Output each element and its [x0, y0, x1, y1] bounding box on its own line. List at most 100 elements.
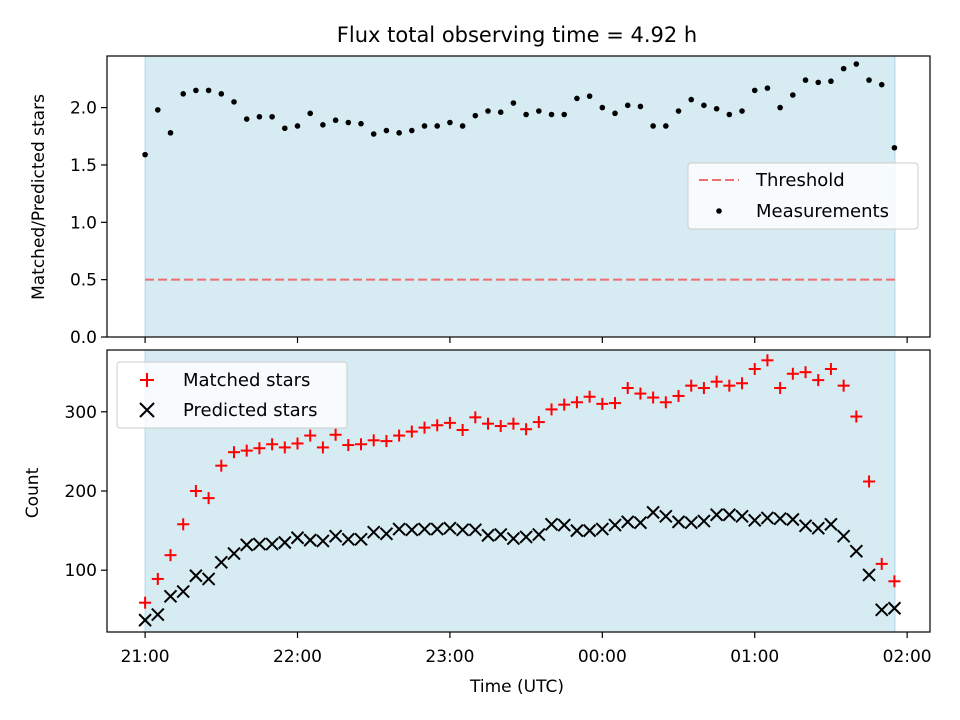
matched-star-point — [570, 396, 583, 409]
matched-star-point — [647, 391, 660, 404]
matched-star-point — [304, 429, 317, 442]
predicted-star-point-b — [417, 522, 432, 536]
measurement-point — [193, 87, 199, 94]
predicted-star-point-b — [328, 529, 343, 543]
measurement-point — [269, 113, 275, 120]
matched-star-point — [342, 439, 355, 452]
predicted-star-point-b — [811, 521, 825, 535]
predicted-star-point — [608, 518, 622, 532]
predicted-star-point — [481, 528, 495, 543]
predicted-star-point-b — [887, 601, 902, 615]
bottom-x-tick-label: 01:00 — [730, 647, 779, 667]
matched-star-point — [672, 389, 685, 402]
predicted-star-point-b — [849, 544, 864, 558]
predicted-star-point-b — [582, 523, 597, 538]
predicted-star-point — [582, 523, 597, 538]
measurement-point — [307, 110, 314, 117]
measurement-point — [510, 100, 517, 106]
matched-star-point — [329, 428, 342, 441]
bottom-y-tick-label: 300 — [65, 403, 97, 423]
matched-star-point — [875, 557, 888, 570]
bottom-y-axis-label: Count — [23, 467, 43, 518]
predicted-star-point — [570, 523, 584, 538]
predicted-star-point — [824, 517, 838, 531]
predicted-star-point — [621, 515, 635, 529]
matched-star-point — [253, 442, 266, 455]
measurement-point — [790, 92, 796, 98]
matched-star-point — [558, 398, 571, 411]
matched-star-point — [418, 421, 431, 434]
matched-star-point — [774, 382, 787, 395]
predicted-star-point — [811, 521, 825, 535]
measurement-point — [142, 151, 148, 158]
measurement-point — [358, 120, 364, 127]
matched-star-point — [863, 475, 876, 488]
matched-star-point — [240, 444, 253, 457]
predicted-star-point — [354, 532, 368, 547]
matched-star-point — [609, 397, 622, 410]
predicted-star-point — [646, 505, 660, 520]
measurement-point — [256, 113, 263, 120]
matched-star-point — [545, 403, 558, 416]
predicted-star-point — [519, 530, 533, 544]
predicted-star-point — [786, 512, 800, 527]
predicted-star-point — [862, 568, 876, 582]
predicted-star-point-b — [379, 527, 394, 541]
measurement-point — [663, 123, 669, 129]
measurement-point — [891, 144, 898, 151]
predicted-star-point — [455, 523, 470, 537]
measurement-point — [396, 130, 402, 136]
predicted-star-point-b — [532, 527, 546, 542]
predicted-star-point-b — [189, 569, 203, 583]
measurement-point — [231, 99, 237, 105]
matched-star-point — [189, 485, 202, 497]
predicted-star-point-b — [201, 572, 216, 586]
matched-star-point — [177, 518, 190, 531]
measurement-point — [777, 104, 783, 111]
measurement-point — [485, 108, 491, 114]
predicted-star-point — [341, 532, 356, 547]
predicted-star-point — [443, 521, 457, 535]
predicted-star-point — [405, 523, 419, 537]
predicted-star-point-b — [570, 523, 584, 538]
predicted-star-point-b — [494, 527, 508, 542]
predicted-star-point — [557, 518, 571, 532]
matched-star-point — [799, 366, 812, 379]
matched-star-point — [228, 446, 241, 459]
predicted-star-point — [532, 527, 546, 542]
top-points — [142, 61, 898, 158]
predicted-star-point-b — [760, 511, 775, 525]
measurement-point — [764, 85, 771, 91]
bottom-points — [138, 354, 902, 627]
measurement-point — [688, 96, 695, 103]
measurement-point — [459, 123, 466, 129]
predicted-star-point — [379, 527, 394, 541]
top-y-tick-label: 1.5 — [70, 156, 97, 176]
matched-star-point — [824, 363, 837, 376]
matched-star-point — [316, 441, 329, 454]
matched-star-point — [583, 390, 596, 403]
bottom-plot-frame — [106, 349, 931, 633]
bottom-y-tick-label: 100 — [65, 561, 97, 581]
legend-matched-swatch — [140, 373, 154, 387]
matched-star-point — [507, 417, 520, 430]
predicted-star-point — [849, 544, 864, 558]
matched-star-point — [393, 429, 406, 442]
matched-star-point — [355, 438, 368, 451]
bottom-legend-box — [116, 361, 348, 429]
predicted-star-point — [836, 529, 851, 543]
measurement-point — [345, 119, 352, 126]
predicted-star-point-b — [506, 531, 521, 546]
measurement-point — [726, 111, 733, 118]
matched-star-point — [456, 424, 469, 437]
predicted-star-point — [773, 512, 787, 526]
measurement-point — [472, 112, 479, 119]
predicted-star-point — [227, 546, 241, 561]
predicted-star-point — [494, 527, 508, 542]
predicted-star-point-b — [367, 525, 381, 539]
matched-star-point — [469, 411, 482, 424]
predicted-star-point-b — [151, 607, 165, 622]
predicted-star-point-b — [862, 568, 876, 582]
matched-star-point — [736, 377, 749, 390]
predicted-star-point-b — [239, 538, 254, 552]
